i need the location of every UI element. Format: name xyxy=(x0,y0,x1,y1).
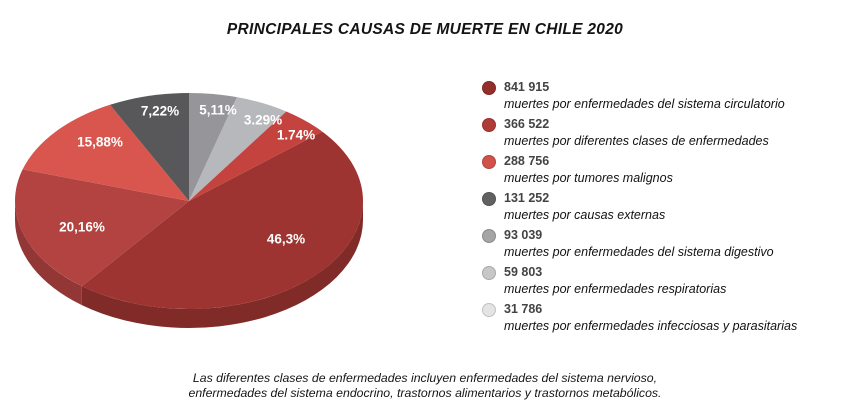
pie-slice-label-enfermedades-respiratorias: 3.29% xyxy=(244,113,282,128)
pie-slice-tumores-malignos xyxy=(22,104,190,201)
legend-swatch-sistema-circulatorio xyxy=(482,81,496,95)
footnote: Las diferentes clases de enfermedades in… xyxy=(20,371,830,402)
pie-chart: 46,3% 20,16% 15,88% 7,22% 5,11% 3.29%1.74% xyxy=(14,93,364,328)
pie-slice-label-tumores-malignos: 15,88% xyxy=(77,135,123,150)
legend-item-diferentes-clases-enfermedades: 366 522 muertes por diferentes clases de … xyxy=(482,117,842,148)
pie-slice-sistema-circulatorio xyxy=(81,131,364,310)
pie-slice-label-sistema-digestivo: 5,11% xyxy=(199,103,237,118)
legend-label: muertes por enfermedades infecciosas y p… xyxy=(504,319,798,333)
legend-value: 288 756 xyxy=(504,154,550,168)
pie-rim-diferentes-clases-enfermedades xyxy=(15,201,82,306)
legend-item-sistema-circulatorio: 841 915 muertes por enfermedades del sist… xyxy=(482,80,842,111)
legend-label: muertes por causas externas xyxy=(504,208,666,222)
legend-swatch-causas-externas xyxy=(482,192,496,206)
legend-text: 31 786 muertes por enfermedades infeccios… xyxy=(504,302,797,333)
pie-slice-infecciosas-parasitarias xyxy=(189,111,323,201)
footnote-line-1: Las diferentes clases de enfermedades in… xyxy=(192,371,658,385)
legend-label: muertes por enfermedades del sistema dig… xyxy=(504,245,774,259)
legend-swatch-diferentes-clases-enfermedades xyxy=(482,118,496,132)
legend-text: 288 756 muertes por tumores malignos xyxy=(504,154,673,185)
legend-text: 131 252 muertes por causas externas xyxy=(504,191,665,222)
legend-item-enfermedades-respiratorias: 59 803 muertes por enfermedades respirato… xyxy=(482,265,842,296)
legend-item-causas-externas: 131 252 muertes por causas externas xyxy=(482,191,842,222)
legend-text: 93 039 muertes por enfermedades del siste… xyxy=(504,228,774,259)
pie-slice-sistema-digestivo xyxy=(189,93,237,201)
pie-slice-label-diferentes-clases-enfermedades: 20,16% xyxy=(59,220,105,235)
legend-value: 31 786 xyxy=(504,302,543,316)
pie-slice-diferentes-clases-enfermedades xyxy=(14,169,189,287)
legend-label: muertes por tumores malignos xyxy=(504,171,673,185)
pie-slice-label-sistema-circulatorio: 46,3% xyxy=(267,232,305,247)
legend-label: muertes por diferentes clases de enferme… xyxy=(504,134,769,148)
legend-label: muertes por enfermedades respiratorias xyxy=(504,282,727,296)
legend: 841 915 muertes por enfermedades del sist… xyxy=(482,80,842,333)
legend-item-tumores-malignos: 288 756 muertes por tumores malignos xyxy=(482,154,842,185)
pie-slice-causas-externas xyxy=(110,93,189,201)
legend-text: 366 522 muertes por diferentes clases de … xyxy=(504,117,769,148)
legend-value: 131 252 xyxy=(504,191,550,205)
legend-swatch-infecciosas-parasitarias xyxy=(482,303,496,317)
pie-slice-label-infecciosas-parasitarias: 1.74% xyxy=(277,128,315,143)
legend-item-sistema-digestivo: 93 039 muertes por enfermedades del siste… xyxy=(482,228,842,259)
page-title: PRINCIPALES CAUSAS DE MUERTE EN CHILE 20… xyxy=(226,21,624,38)
legend-value: 59 803 xyxy=(504,265,543,279)
legend-label: muertes por enfermedades del sistema cir… xyxy=(504,97,785,111)
pie-slice-enfermedades-respiratorias xyxy=(189,97,287,201)
legend-swatch-sistema-digestivo xyxy=(482,229,496,243)
legend-value: 93 039 xyxy=(504,228,543,242)
legend-value: 366 522 xyxy=(504,117,550,131)
pie-rim-sistema-circulatorio xyxy=(81,201,363,328)
legend-item-infecciosas-parasitarias: 31 786 muertes por enfermedades infeccios… xyxy=(482,302,842,333)
legend-text: 59 803 muertes por enfermedades respirato… xyxy=(504,265,726,296)
pie-slice-label-causas-externas: 7,22% xyxy=(141,104,179,119)
legend-text: 841 915 muertes por enfermedades del sist… xyxy=(504,80,785,111)
footnote-line-2: enfermedades del sistema endocrino, tras… xyxy=(188,386,662,401)
legend-value: 841 915 xyxy=(504,80,550,94)
legend-swatch-tumores-malignos xyxy=(482,155,496,169)
legend-swatch-enfermedades-respiratorias xyxy=(482,266,496,280)
